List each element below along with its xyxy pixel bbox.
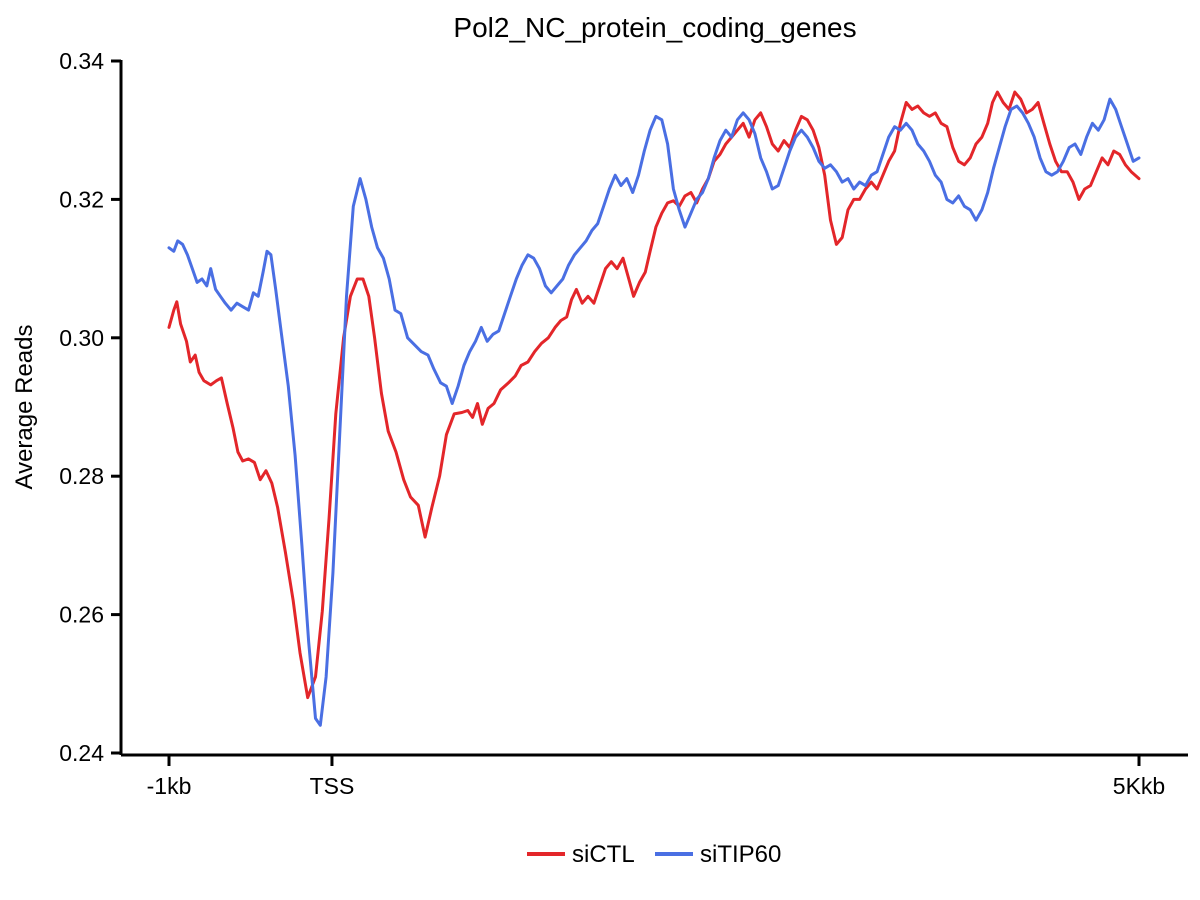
chart-title: Pol2_NC_protein_coding_genes [453, 12, 856, 43]
x-tick-label: TSS [310, 773, 355, 799]
y-axis-label: Average Reads [11, 325, 38, 490]
legend: siCTL siTIP60 [527, 841, 781, 868]
legend-label-sictl: siCTL [572, 841, 635, 868]
y-tick-label: 0.30 [59, 325, 104, 351]
y-axis-ticks: 0.24 0.26 0.28 0.30 0.32 0.34 [59, 48, 121, 766]
x-tick-label: 5Kkb [1113, 773, 1165, 799]
y-tick-label: 0.26 [59, 602, 104, 628]
x-tick-label: -1kb [147, 773, 192, 799]
series-layer [167, 90, 1141, 727]
x-axis-ticks: -1kb TSS 5Kkb [147, 755, 1165, 799]
series-line-sitip60 [167, 97, 1141, 727]
y-tick-label: 0.24 [59, 740, 104, 766]
y-tick-label: 0.32 [59, 186, 104, 212]
y-tick-label: 0.34 [59, 48, 104, 74]
series-line-sictl [167, 90, 1141, 700]
y-tick-label: 0.28 [59, 463, 104, 489]
legend-label-sitip60: siTIP60 [700, 841, 781, 868]
